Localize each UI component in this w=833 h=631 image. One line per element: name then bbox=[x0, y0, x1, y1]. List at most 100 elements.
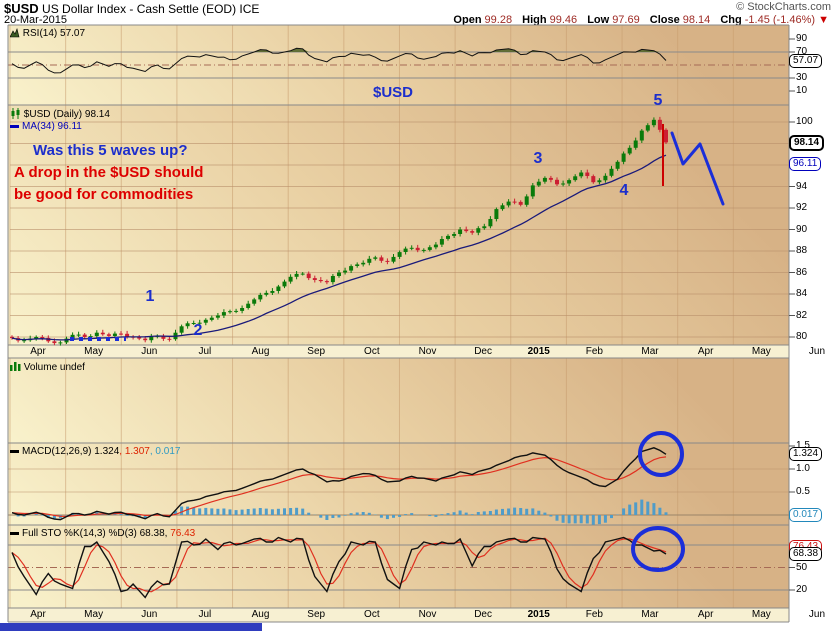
scale-tick: 80 bbox=[796, 331, 808, 342]
scale-tick: 90 bbox=[796, 223, 808, 235]
scale-tick: 50 bbox=[796, 561, 808, 573]
month-label: Feb bbox=[585, 346, 603, 357]
low-label: Low bbox=[587, 14, 610, 26]
bottom-blue-bar bbox=[0, 623, 262, 631]
rsi-legend: RSI(14) 57.07 bbox=[9, 28, 85, 39]
usd-annotation-label: $USD bbox=[373, 84, 414, 101]
macd-hist-bubble: 0.017 bbox=[789, 508, 823, 522]
ma-line-swatch bbox=[10, 124, 19, 128]
month-label: Aug bbox=[251, 609, 270, 620]
month-label: 2015 bbox=[527, 609, 550, 620]
scale-tick: 94 bbox=[796, 180, 808, 192]
scale-tick: 90 bbox=[796, 33, 808, 44]
chart-header: $USD US Dollar Index - Cash Settle (EOD)… bbox=[4, 1, 829, 16]
high-value: 99.46 bbox=[549, 14, 578, 26]
scale-tick: 88 bbox=[796, 245, 808, 256]
month-label: Sep bbox=[307, 609, 326, 620]
macd-value-bubble: 1.324 bbox=[789, 447, 823, 461]
scale-tick: 100 bbox=[796, 116, 813, 127]
month-label: Aug bbox=[251, 346, 270, 357]
sto-line-swatch bbox=[10, 531, 19, 535]
price-close-bubble: 98.14 bbox=[789, 135, 825, 151]
annotation-drop-line1: A drop in the $USD should bbox=[14, 164, 204, 181]
scale-tick: 82 bbox=[796, 309, 808, 321]
month-label: Jun bbox=[808, 609, 826, 620]
scale-tick: 10 bbox=[796, 85, 808, 96]
month-label: May bbox=[751, 346, 771, 357]
chg-label: Chg bbox=[720, 14, 742, 26]
open-value: 99.28 bbox=[484, 14, 513, 26]
scale-tick: 0.5 bbox=[796, 486, 810, 497]
month-label: Jul bbox=[198, 346, 212, 357]
low-value: 97.69 bbox=[612, 14, 640, 26]
macd-line-swatch bbox=[10, 449, 19, 453]
elliott-wave-label-3: 3 bbox=[533, 150, 543, 167]
scale-tick: 20 bbox=[796, 584, 808, 595]
ma-legend: MA(34) 96.11 bbox=[10, 121, 82, 132]
month-label: Mar bbox=[641, 346, 659, 357]
scale-tick: 30 bbox=[796, 72, 808, 83]
month-label: Dec bbox=[474, 346, 492, 357]
rsi-icon bbox=[9, 28, 20, 38]
elliott-wave-label-4: 4 bbox=[619, 182, 629, 199]
month-label: 2015 bbox=[527, 346, 550, 357]
elliott-wave-label-1: 1 bbox=[145, 288, 155, 305]
scale-tick: 1.0 bbox=[796, 463, 810, 474]
volume-icon bbox=[10, 362, 21, 371]
annotation-drop-line2: be good for commodities bbox=[14, 186, 194, 203]
volume-legend: Volume undef bbox=[10, 361, 85, 373]
month-label: Jun bbox=[808, 346, 826, 357]
chart-title: US Dollar Index - Cash Settle (EOD) ICE bbox=[42, 2, 260, 16]
price-panel bbox=[8, 105, 789, 345]
symbol: $USD bbox=[4, 1, 39, 16]
macd-hist-value: , 0.017 bbox=[149, 446, 181, 457]
ma-value-bubble: 96.11 bbox=[789, 157, 822, 171]
sto-d-value: 76.43 bbox=[167, 528, 196, 539]
sto-panel bbox=[8, 525, 789, 608]
month-label: Oct bbox=[364, 346, 380, 357]
month-label: Nov bbox=[418, 609, 437, 620]
elliott-wave-label-2: 2 bbox=[193, 322, 203, 339]
scale-tick: 86 bbox=[796, 266, 808, 278]
open-label: Open bbox=[453, 14, 482, 26]
bottom-axis-strip bbox=[8, 608, 789, 622]
scale-tick: 1.5 bbox=[796, 440, 810, 451]
chart-date: 20-Mar-2015 bbox=[4, 14, 67, 26]
month-label: Apr bbox=[697, 609, 714, 620]
price-legend: $USD (Daily) 98.14 bbox=[10, 108, 110, 120]
month-label: Jul bbox=[198, 609, 212, 620]
month-label: Sep bbox=[307, 346, 326, 357]
sto-legend: Full STO %K(14,3) %D(3) 68.38, 76.43 bbox=[10, 528, 195, 539]
month-label: Mar bbox=[641, 609, 659, 620]
month-label: Nov bbox=[418, 346, 437, 357]
macd-signal-value: , 1.307 bbox=[119, 446, 150, 457]
quote-bar: Open 99.28 High 99.46 Low 97.69 Close 98.14 … bbox=[446, 14, 829, 26]
month-label: May bbox=[84, 346, 104, 357]
month-label: Dec bbox=[474, 609, 492, 620]
close-value: 98.14 bbox=[682, 14, 711, 26]
copyright: © StockCharts.com bbox=[736, 1, 831, 13]
month-label: Jun bbox=[141, 609, 158, 620]
scale-tick: 70 bbox=[796, 46, 808, 57]
month-label: Apr bbox=[30, 609, 46, 620]
high-label: High bbox=[522, 14, 547, 26]
close-label: Close bbox=[649, 14, 680, 26]
scale-tick: 84 bbox=[796, 288, 808, 299]
month-label: Apr bbox=[30, 346, 46, 357]
scale-tick: 92 bbox=[796, 202, 808, 213]
chg-value: -1.45 (-1.46%) bbox=[744, 14, 816, 26]
sto-k-bubble: 68.38 bbox=[789, 547, 823, 561]
elliott-wave-label-5: 5 bbox=[653, 92, 663, 109]
candlestick-icon bbox=[11, 108, 20, 119]
rsi-value-bubble: 57.07 bbox=[789, 54, 823, 68]
month-label: Apr bbox=[697, 346, 714, 357]
annotation-question: Was this 5 waves up? bbox=[33, 142, 188, 159]
change-down-icon: ▼ bbox=[818, 14, 829, 26]
volume-panel bbox=[8, 358, 789, 443]
mid-axis-strip bbox=[8, 345, 789, 358]
month-label: May bbox=[751, 609, 771, 620]
macd-legend: MACD(12,26,9) 1.324, 1.307, 0.017 bbox=[10, 446, 180, 457]
month-label: May bbox=[84, 609, 104, 620]
